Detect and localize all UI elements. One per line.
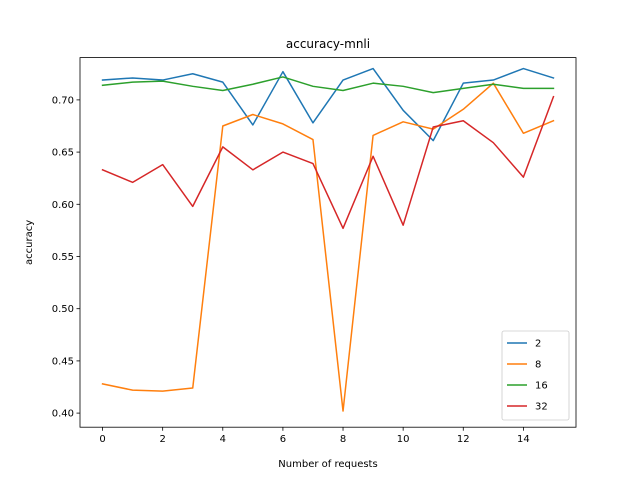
x-tick-label: 10 — [397, 434, 410, 445]
x-tick-label: 0 — [99, 434, 105, 445]
legend-label-8: 8 — [535, 360, 541, 371]
plot-frame — [79, 57, 577, 428]
x-tick-label: 12 — [457, 434, 470, 445]
y-tick-label: 0.55 — [52, 252, 74, 263]
y-axis-label: accuracy — [24, 220, 35, 265]
y-tick-label: 0.70 — [52, 95, 74, 106]
series-lines — [101, 67, 555, 412]
x-tick-label: 8 — [340, 434, 346, 445]
legend-box — [501, 330, 570, 421]
plot-area — [80, 57, 576, 428]
legend: 2 8 16 32 — [501, 330, 570, 421]
series-line-2 — [101, 67, 555, 142]
x-tick-label: 6 — [280, 434, 286, 445]
y-tick-label: 0.45 — [52, 356, 74, 367]
series-line-16 — [101, 76, 555, 94]
y-tick-label: 0.65 — [52, 148, 74, 159]
legend-label-32: 32 — [535, 402, 548, 413]
series-line-32 — [101, 95, 555, 230]
x-axis-label: Number of requests — [278, 459, 377, 470]
series-line-8 — [101, 82, 555, 412]
x-tick-label: 4 — [220, 434, 226, 445]
x-tick-label: 2 — [159, 434, 165, 445]
chart-title: accuracy-mnli — [286, 37, 370, 51]
y-tick-label: 0.50 — [52, 304, 74, 315]
y-tick-label: 0.40 — [52, 409, 74, 420]
x-axis-ticks: 0 2 4 6 8 10 12 14 — [99, 427, 530, 445]
y-tick-label: 0.60 — [52, 200, 74, 211]
legend-label-16: 16 — [535, 381, 548, 392]
y-axis-ticks: 0.40 0.45 0.50 0.55 0.60 0.65 0.70 — [52, 95, 80, 420]
x-tick-label: 14 — [517, 434, 530, 445]
legend-label-2: 2 — [535, 339, 541, 350]
